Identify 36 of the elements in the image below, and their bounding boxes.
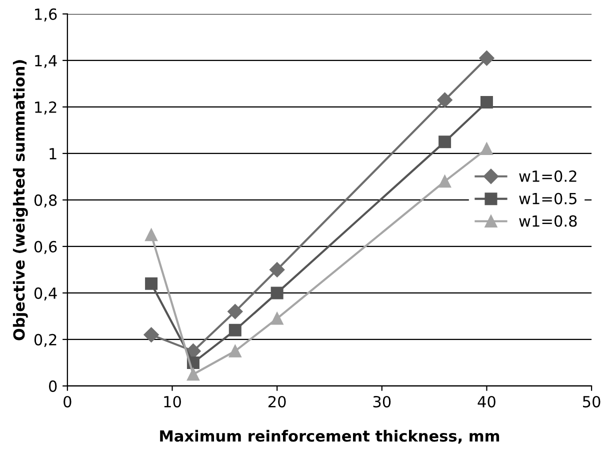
y-tick-label: 1 (50, 148, 56, 160)
y-tick-label: 0,6 (34, 240, 57, 254)
y-tick-label: 1,6 (35, 8, 57, 22)
point (270, 312, 284, 325)
y-tick-label: 1,4 (35, 55, 57, 68)
point (479, 50, 494, 66)
legend-label: w1=0.8 (519, 215, 577, 227)
y-axis-title: Objective (weighted summation) (12, 60, 28, 340)
y-tick-label: 0,2 (34, 334, 56, 348)
point (438, 136, 452, 148)
x-tick-label: 30 (373, 396, 391, 408)
point (144, 327, 159, 342)
point (438, 175, 452, 188)
y-tick-label: 1,2 (35, 101, 56, 115)
point (480, 142, 493, 156)
point (228, 344, 242, 358)
point (437, 92, 452, 108)
point (480, 96, 493, 109)
point (145, 228, 158, 242)
point (186, 368, 200, 381)
point (270, 286, 284, 300)
x-tick-label: 40 (478, 396, 496, 408)
point (270, 262, 285, 278)
y-tick-label: 0,8 (34, 194, 57, 208)
legend-label: w1=0.2 (519, 170, 576, 182)
y-tick-label: 0 (48, 380, 57, 392)
y-tick-label: 0,4 (34, 287, 57, 301)
point (228, 324, 242, 336)
legend-label: w1=0.5 (519, 192, 576, 204)
x-tick-label: 10 (164, 396, 181, 408)
x-tick-label: 50 (583, 396, 600, 408)
x-axis-title: Maximum reinforcement thickness, mm (160, 430, 500, 444)
x-tick-label: 20 (268, 396, 286, 408)
x-tick-label: 0 (64, 396, 72, 408)
point (145, 277, 158, 290)
point (228, 304, 243, 320)
